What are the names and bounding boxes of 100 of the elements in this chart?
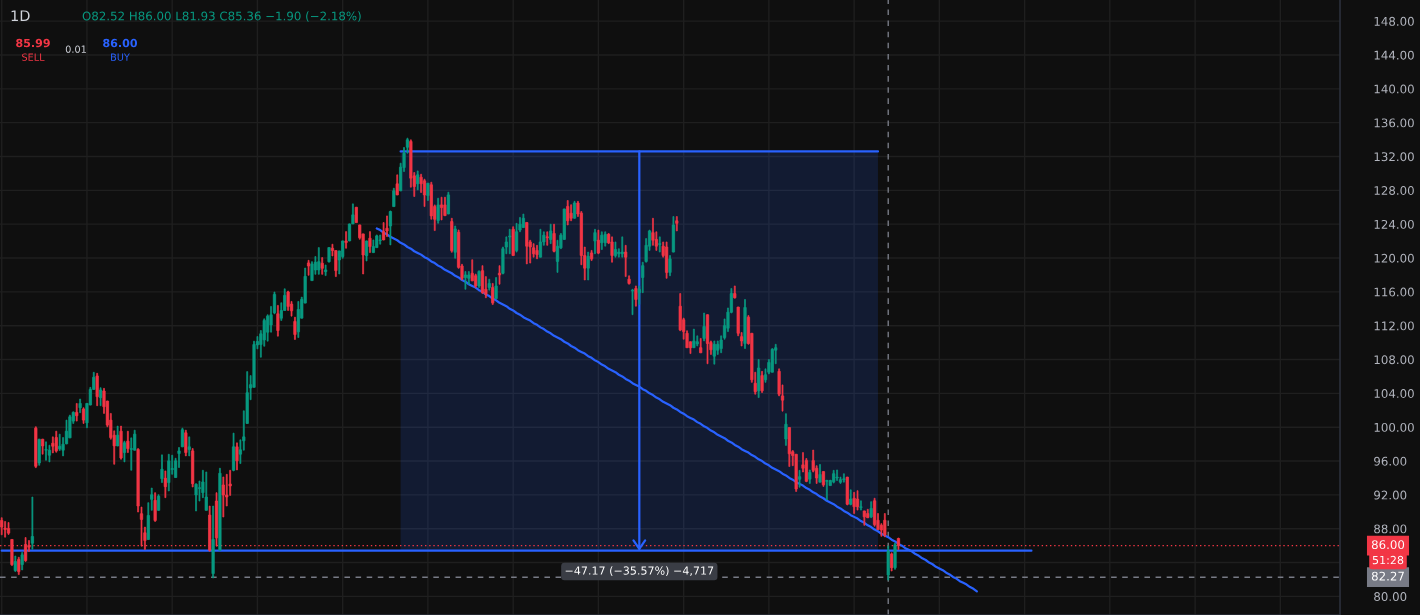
candlestick bbox=[211, 505, 215, 579]
candlestick bbox=[235, 442, 239, 471]
candlestick bbox=[818, 464, 822, 483]
candlestick bbox=[344, 231, 348, 249]
candlestick bbox=[869, 501, 873, 519]
candlestick bbox=[852, 491, 856, 514]
candlestick bbox=[797, 469, 802, 488]
candlestick bbox=[463, 271, 467, 290]
candlestick bbox=[835, 469, 839, 481]
candlestick bbox=[675, 216, 679, 232]
annotation: 86.00 bbox=[103, 38, 138, 48]
text: 51:28 bbox=[1372, 555, 1404, 565]
y-tick-label: 96.00 bbox=[1374, 456, 1407, 466]
candlestick bbox=[204, 471, 208, 511]
candlestick bbox=[487, 278, 491, 291]
candlestick bbox=[586, 251, 590, 281]
candlestick bbox=[187, 436, 191, 457]
candlestick bbox=[368, 231, 372, 253]
annotation: 85.99 bbox=[16, 38, 50, 48]
candlestick bbox=[75, 403, 79, 422]
candlestick bbox=[30, 496, 34, 550]
y-tick-label: 88.00 bbox=[1374, 524, 1407, 534]
candlestick bbox=[712, 340, 716, 365]
candlestick bbox=[535, 244, 539, 260]
candlestick bbox=[545, 231, 549, 246]
candlestick bbox=[167, 453, 171, 492]
y-tick-label: 140.00 bbox=[1374, 84, 1414, 94]
candlestick bbox=[593, 228, 597, 255]
candlestick bbox=[849, 489, 853, 506]
annotation: −47.17 (−35.57%) −4,717 bbox=[565, 566, 714, 577]
candlestick bbox=[6, 522, 11, 535]
y-tick-label: 104.00 bbox=[1374, 389, 1414, 399]
annotation: 0.01 bbox=[65, 45, 86, 53]
candlestick bbox=[883, 513, 887, 538]
candlestick bbox=[163, 470, 167, 499]
candlestick bbox=[41, 438, 45, 455]
candlestick bbox=[395, 174, 399, 196]
candlestick bbox=[307, 259, 311, 276]
candlestick bbox=[842, 473, 846, 483]
candlestick bbox=[613, 241, 618, 258]
candlestick bbox=[126, 430, 130, 453]
text: 1D bbox=[11, 10, 30, 22]
candlestick bbox=[317, 247, 321, 275]
candlestick bbox=[855, 490, 860, 511]
candlestick bbox=[324, 264, 328, 276]
y-tick-label: 120.00 bbox=[1374, 253, 1414, 263]
candlestick bbox=[630, 288, 635, 316]
annotation: SELL bbox=[22, 53, 45, 61]
candlestick bbox=[78, 398, 82, 414]
candlestick bbox=[733, 285, 737, 299]
y-tick-label: 108.00 bbox=[1374, 355, 1414, 365]
candlestick bbox=[668, 255, 672, 277]
y-tick-label: 128.00 bbox=[1374, 186, 1414, 195]
candlestick bbox=[552, 223, 556, 253]
y-tick-label: 124.00 bbox=[1374, 219, 1414, 229]
candlestick bbox=[702, 312, 706, 342]
candlestick bbox=[610, 236, 614, 263]
candlestick bbox=[886, 545, 890, 581]
y-tick-label: 80.00 bbox=[1374, 592, 1407, 602]
candlestick bbox=[116, 425, 120, 447]
candlestick bbox=[699, 338, 703, 354]
candlestick bbox=[569, 204, 573, 222]
candlestick bbox=[320, 257, 324, 275]
y-tick-label: 132.00 bbox=[1374, 152, 1414, 162]
candlestick bbox=[596, 229, 600, 255]
candlestick bbox=[620, 236, 624, 258]
candlestick bbox=[808, 469, 812, 484]
candlestick bbox=[446, 191, 450, 215]
ref-line-label: 82.27 bbox=[1371, 571, 1404, 581]
ref-line-label: 86.00 bbox=[1371, 540, 1405, 550]
candlestick bbox=[658, 236, 662, 253]
candlestick bbox=[3, 521, 7, 538]
candlestick bbox=[44, 441, 48, 461]
candlestick bbox=[122, 440, 127, 463]
candlestick bbox=[13, 555, 17, 572]
y-tick-label: 112.00 bbox=[1374, 321, 1414, 331]
candlestick bbox=[508, 228, 512, 255]
candlestick bbox=[859, 500, 863, 511]
candlestick bbox=[825, 479, 829, 501]
candlestick bbox=[692, 328, 696, 349]
candlestick bbox=[221, 476, 225, 518]
candlestick bbox=[603, 231, 607, 247]
candlestick bbox=[862, 510, 866, 526]
candlestick bbox=[150, 487, 154, 511]
candlestick bbox=[47, 444, 52, 463]
annotation: BUY bbox=[111, 53, 130, 61]
candlestick bbox=[453, 225, 457, 259]
candlestick bbox=[378, 234, 382, 245]
candlestick bbox=[436, 197, 440, 224]
candlestick bbox=[497, 265, 502, 285]
y-tick-label: 100.00 bbox=[1374, 422, 1414, 432]
y-tick-label: 144.00 bbox=[1374, 50, 1414, 60]
candlestick bbox=[191, 448, 195, 488]
candlestick bbox=[385, 215, 389, 237]
y-tick-label: 116.00 bbox=[1374, 287, 1414, 297]
y-tick-label: 92.00 bbox=[1374, 490, 1407, 500]
y-tick-label: 148.00 bbox=[1374, 16, 1414, 26]
candlestick bbox=[388, 210, 392, 246]
candlestick bbox=[439, 196, 444, 221]
candlestick bbox=[160, 454, 164, 483]
